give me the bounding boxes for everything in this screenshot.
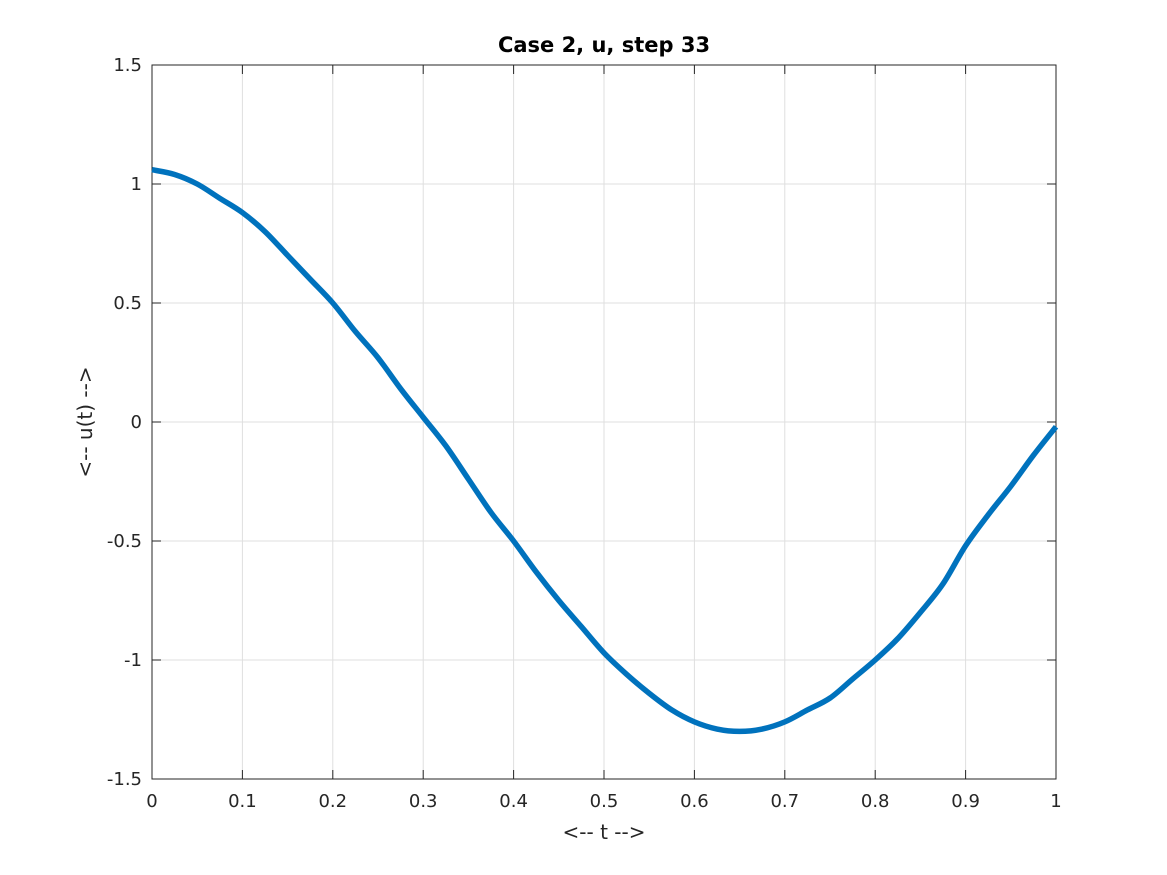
x-tick-label: 0.2 xyxy=(318,791,347,812)
y-tick-label: -1 xyxy=(124,650,142,671)
series-line-0 xyxy=(151,167,1059,735)
x-tick-label: 0.9 xyxy=(951,791,980,812)
y-tick-label: 0.5 xyxy=(113,293,142,314)
y-tick-label: 0 xyxy=(131,412,142,433)
y-axis-label: <-- u(t) --> xyxy=(73,366,97,477)
axis-ticks: 0 0.1 0.2 0.3 0.4 0.5 0.6 0.7 0.8 0.9 1 1.5 1 0.5 0 -0.… xyxy=(107,55,1062,812)
x-tick-label: 1 xyxy=(1050,791,1061,812)
grid xyxy=(151,64,1057,780)
y-tick-label: 1.5 xyxy=(113,55,142,76)
x-tick-label: 0.4 xyxy=(499,791,528,812)
y-tick-label: 1 xyxy=(131,174,142,195)
x-tick-label: 0 xyxy=(146,791,157,812)
x-tick-label: 0.5 xyxy=(590,791,619,812)
series-layer xyxy=(151,167,1059,735)
y-tick-label: -0.5 xyxy=(107,531,142,552)
x-tick-label: 0.6 xyxy=(680,791,709,812)
x-axis-label: <-- t --> xyxy=(563,820,646,844)
x-tick-label: 0.8 xyxy=(861,791,890,812)
x-tick-label: 0.1 xyxy=(228,791,257,812)
x-tick-label: 0.3 xyxy=(409,791,438,812)
y-tick-label: -1.5 xyxy=(107,769,142,790)
chart-title: Case 2, u, step 33 xyxy=(498,33,710,57)
x-tick-label: 0.7 xyxy=(770,791,799,812)
